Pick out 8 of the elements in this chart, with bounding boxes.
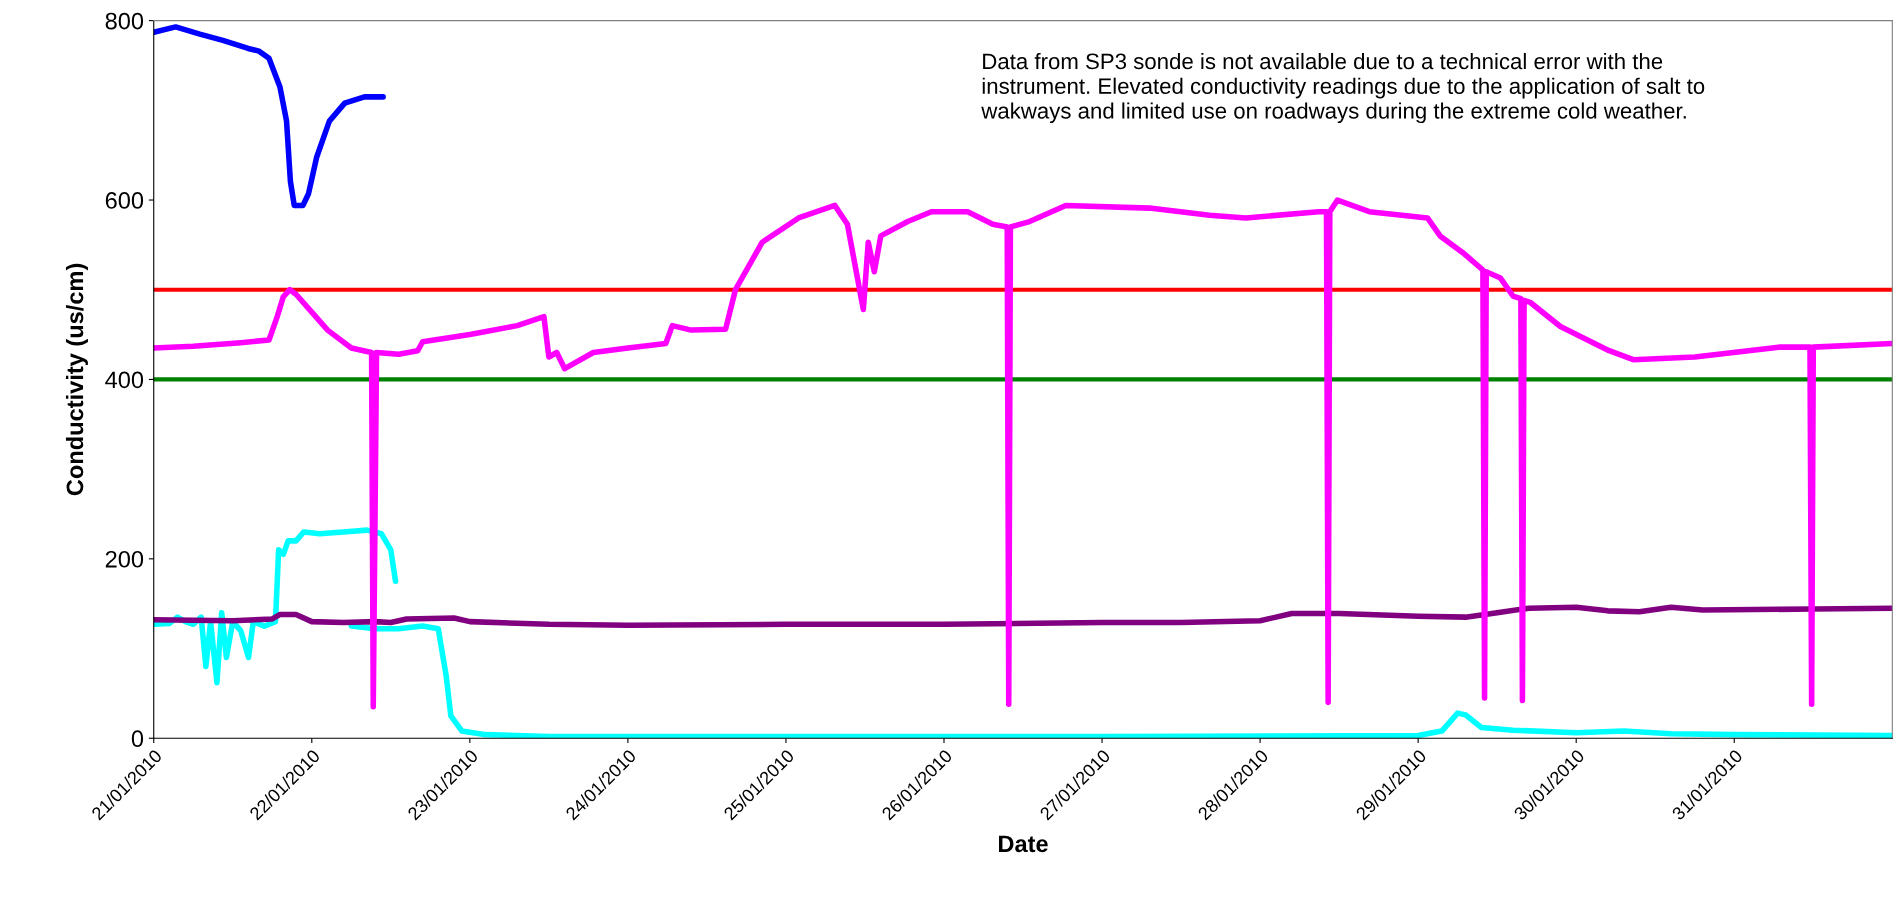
y-tick-label: 0 (131, 730, 144, 748)
y-tick-label: 200 (105, 550, 144, 568)
x-axis-title: Date (999, 835, 1048, 853)
y-axis-title: Conductivity (us/cm) (65, 263, 88, 496)
y-tick-label: 600 (105, 192, 144, 209)
y-tick-label: 400 (105, 371, 144, 389)
annotation: Data from SP3 sonde is not available due to a technical error with the instrument. Elevated conductivity readings due to the application of salt to wakways and limited use on roadways during the extreme cold weather. (981, 52, 1705, 124)
y-tick-label: 800 (105, 12, 144, 30)
